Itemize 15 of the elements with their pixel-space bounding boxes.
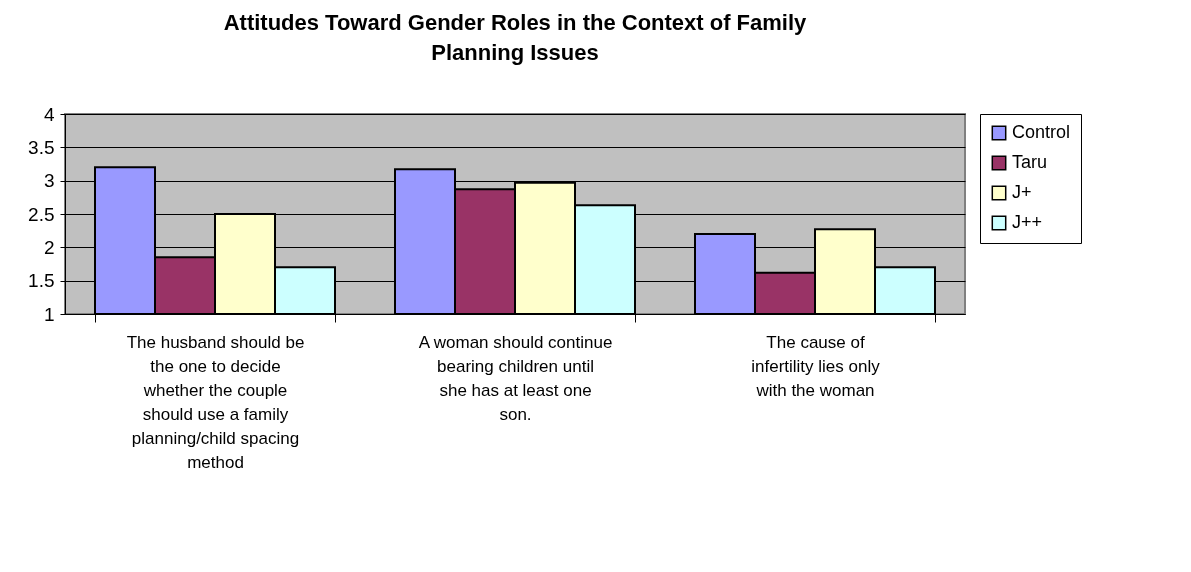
y-tick-label: 1 [43, 303, 55, 325]
y-tick-label: 1.5 [28, 270, 55, 292]
x-tick-label: The husband should be the one to decide whether the couple should use a family planning/child spacing method [126, 332, 305, 472]
y-tick-label: 2 [43, 236, 55, 258]
x-tick-label: A woman should continue bearing children until she has at least one son. [418, 332, 613, 424]
legend-label: J+ [1012, 182, 1032, 202]
legend-label: Control [1012, 122, 1071, 142]
y-tick-label: 3 [43, 170, 55, 192]
y-tick-label: 2.5 [28, 203, 55, 225]
x-tick-label: The cause of infertility lies only with the woman [751, 332, 881, 400]
legend-label: Taru [1012, 152, 1048, 172]
y-tick-label: 4 [43, 103, 55, 125]
y-tick-label: 3.5 [28, 136, 55, 158]
chart-title: Attitudes Toward Gender Roles in the Context of Family Planning Issues [223, 10, 808, 65]
legend-label: J++ [1012, 212, 1043, 232]
